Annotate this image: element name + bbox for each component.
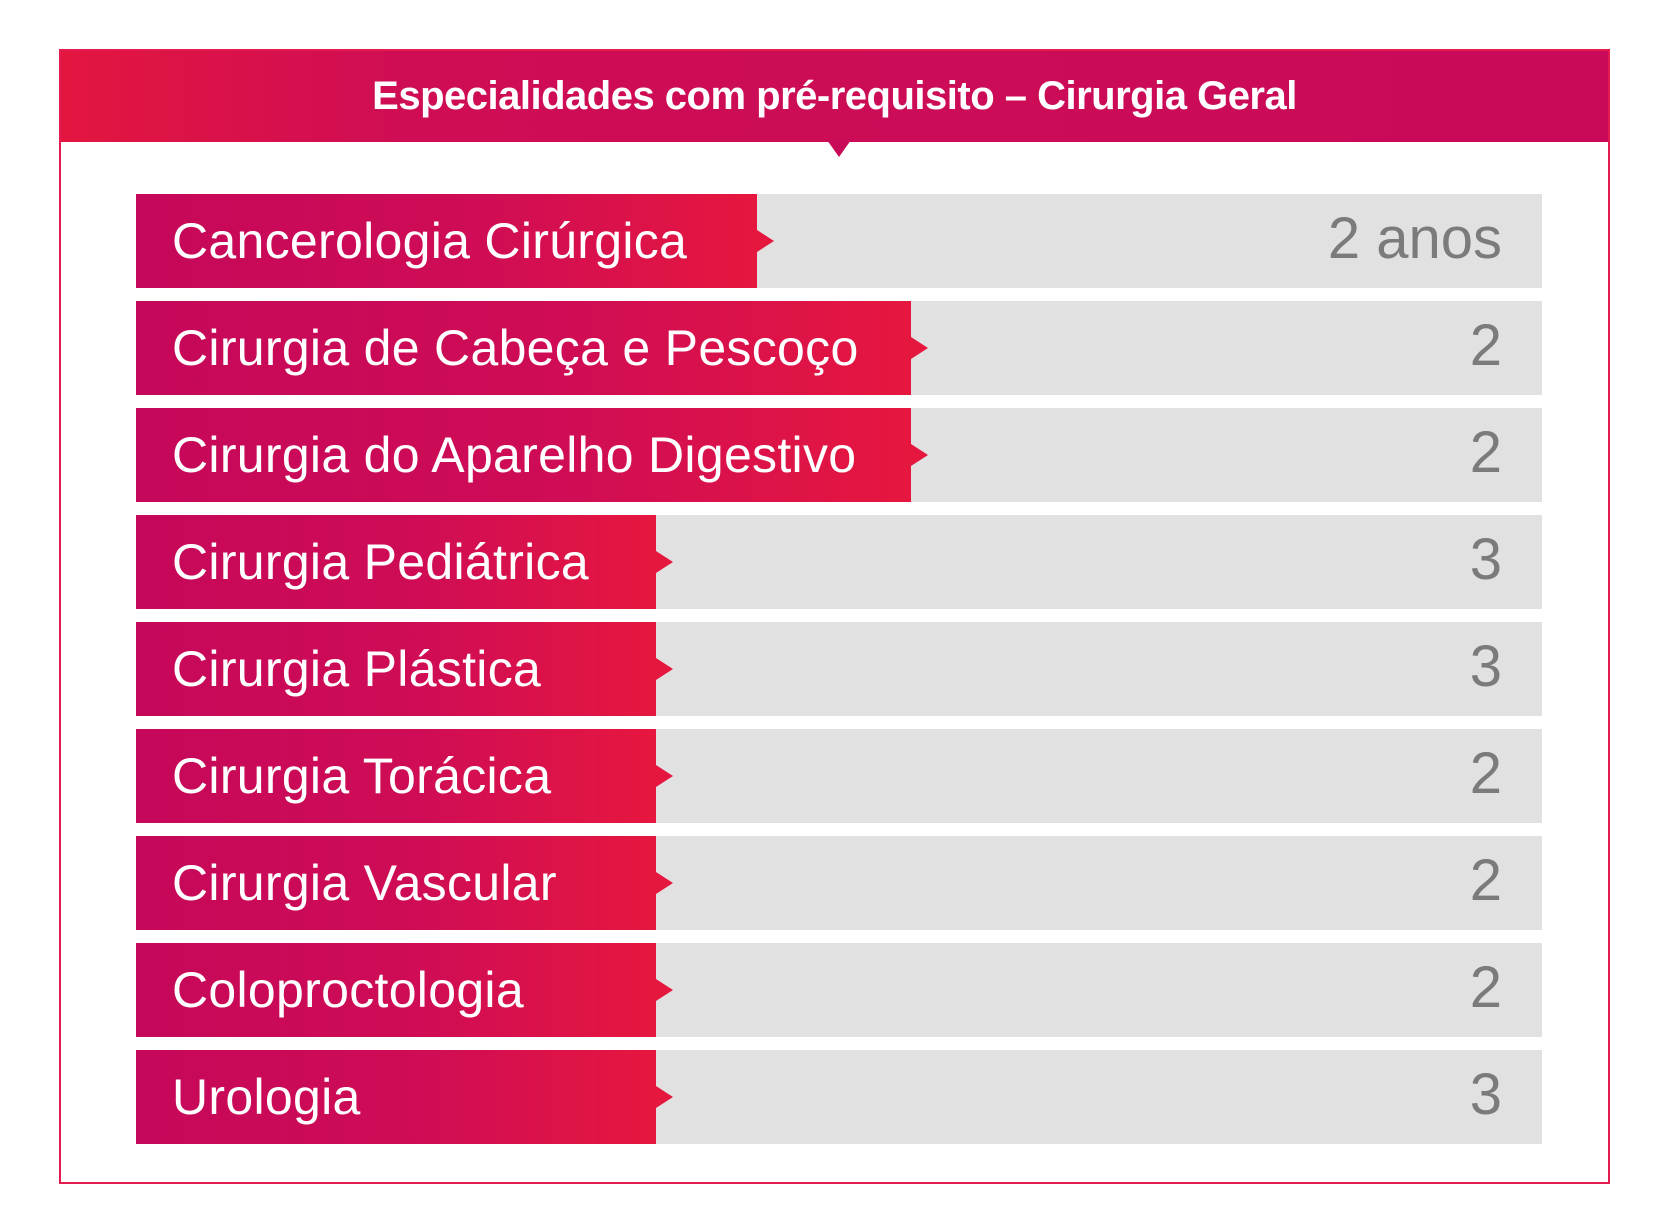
row-label: Cirurgia Vascular: [172, 855, 557, 911]
list-item: Cancerologia Cirúrgica 2 anos: [136, 194, 1542, 288]
row-value: 2: [1469, 955, 1502, 1020]
row-label: Coloproctologia: [172, 962, 524, 1018]
row-value: 2 anos: [1327, 206, 1502, 271]
list-item: Cirurgia Torácica 2: [136, 729, 1542, 823]
row-bar: [136, 622, 656, 716]
header-pointer-icon: [827, 140, 851, 157]
row-value: 3: [1469, 1062, 1502, 1127]
list-item: Cirurgia Vascular 2: [136, 836, 1542, 930]
bar-arrow-icon: [656, 1086, 673, 1108]
row-label: Cirurgia Pediátrica: [172, 534, 589, 590]
row-value: 2: [1469, 420, 1502, 485]
bar-arrow-icon: [656, 658, 673, 680]
list-item: Cirurgia Pediátrica 3: [136, 515, 1542, 609]
card-header: Especialidades com pré-requisito – Cirur…: [61, 51, 1608, 142]
bar-arrow-icon: [656, 551, 673, 573]
bar-arrow-icon: [656, 872, 673, 894]
list-item: Urologia 3: [136, 1050, 1542, 1144]
list-item: Coloproctologia 2: [136, 943, 1542, 1037]
list-item: Cirurgia Plástica 3: [136, 622, 1542, 716]
row-label: Cirurgia Torácica: [172, 748, 552, 804]
row-bar: [136, 408, 911, 502]
row-value: 3: [1469, 634, 1502, 699]
row-bar: [136, 194, 757, 288]
list-item: Cirurgia do Aparelho Digestivo 2: [136, 408, 1542, 502]
row-label: Cancerologia Cirúrgica: [172, 213, 688, 269]
row-bar: [136, 515, 656, 609]
row-bar: [136, 301, 911, 395]
bar-arrow-icon: [911, 444, 928, 466]
bar-arrow-icon: [656, 979, 673, 1001]
bar-arrow-icon: [656, 765, 673, 787]
row-label: Cirurgia do Aparelho Digestivo: [172, 427, 857, 483]
row-label: Cirurgia de Cabeça e Pescoço: [172, 320, 859, 376]
row-bar: [136, 836, 656, 930]
row-label: Urologia: [172, 1069, 361, 1125]
bar-arrow-icon: [911, 337, 928, 359]
row-bar: [136, 943, 656, 1037]
specialty-list: Cancerologia Cirúrgica 2 anos Cirurgia d…: [136, 194, 1542, 1157]
row-label: Cirurgia Plástica: [172, 641, 542, 697]
row-bar: [136, 1050, 656, 1144]
list-item: Cirurgia de Cabeça e Pescoço 2: [136, 301, 1542, 395]
row-value: 2: [1469, 313, 1502, 378]
bar-arrow-icon: [757, 230, 774, 252]
card-title: Especialidades com pré-requisito – Cirur…: [372, 74, 1297, 118]
specialties-card: Especialidades com pré-requisito – Cirur…: [59, 49, 1610, 1184]
row-value: 3: [1469, 527, 1502, 592]
row-value: 2: [1469, 848, 1502, 913]
row-bar: [136, 729, 656, 823]
row-value: 2: [1469, 741, 1502, 806]
